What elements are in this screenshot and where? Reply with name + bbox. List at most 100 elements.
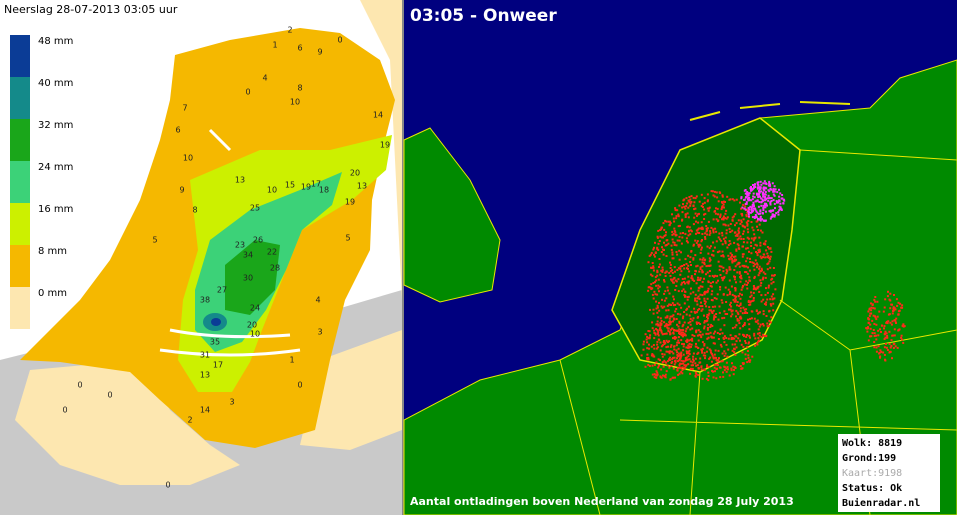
strike	[897, 301, 900, 304]
strike	[693, 335, 696, 337]
strike	[734, 297, 737, 300]
strike	[687, 264, 690, 267]
strike	[743, 225, 746, 228]
strike	[671, 253, 674, 256]
strike	[733, 337, 736, 340]
strike	[708, 306, 711, 309]
strike	[759, 250, 761, 253]
strike	[888, 342, 891, 345]
strike	[701, 280, 704, 283]
strike	[764, 272, 767, 275]
strike	[752, 288, 755, 291]
strike	[879, 349, 882, 352]
strike	[760, 300, 763, 303]
strike	[762, 204, 765, 207]
strike	[714, 370, 716, 373]
islands	[689, 101, 851, 121]
strike	[650, 251, 653, 254]
strike	[871, 304, 874, 307]
strike	[655, 361, 658, 364]
strike	[655, 370, 658, 373]
strike	[727, 368, 729, 371]
strike	[731, 198, 734, 201]
strike	[651, 321, 654, 324]
strike	[718, 357, 720, 360]
strike	[875, 350, 878, 353]
strike	[752, 285, 755, 287]
strike	[711, 336, 714, 339]
strike	[736, 234, 739, 237]
strike	[755, 251, 757, 253]
strike	[692, 355, 695, 358]
strike	[677, 336, 680, 339]
strike	[750, 188, 752, 191]
strike	[748, 192, 751, 195]
strike	[743, 323, 746, 326]
strike	[873, 335, 876, 337]
strike	[675, 318, 678, 320]
strike	[647, 289, 650, 292]
strike	[689, 367, 692, 370]
strike	[742, 333, 744, 336]
strike	[677, 225, 680, 228]
strike	[773, 214, 776, 217]
strike	[687, 275, 690, 278]
strike	[760, 257, 763, 260]
strike	[747, 213, 750, 216]
strike	[687, 344, 690, 347]
strike	[658, 309, 661, 312]
strike	[714, 227, 717, 230]
strike	[696, 214, 698, 217]
strike	[735, 346, 738, 349]
strike	[673, 220, 676, 223]
strike	[680, 251, 682, 254]
strike	[896, 304, 899, 307]
strike	[694, 197, 697, 200]
strike	[685, 313, 688, 316]
strike	[680, 339, 683, 342]
strike	[683, 302, 686, 305]
strike	[721, 360, 724, 363]
strike	[706, 193, 709, 196]
strike	[654, 333, 657, 336]
strike	[746, 236, 749, 239]
strike	[681, 366, 684, 369]
strike	[694, 357, 697, 360]
strike	[709, 232, 712, 235]
strike	[727, 288, 730, 291]
strike	[897, 329, 900, 332]
strike	[704, 258, 707, 261]
strike	[689, 204, 692, 207]
strike	[757, 249, 760, 252]
strike	[759, 219, 762, 222]
strike	[683, 294, 686, 297]
strike	[721, 250, 724, 253]
strike	[736, 271, 739, 274]
strike	[712, 241, 715, 244]
strike	[651, 327, 654, 330]
strike	[653, 329, 656, 332]
strike	[734, 367, 737, 369]
strike	[673, 276, 676, 279]
strike	[659, 375, 662, 378]
strike	[754, 243, 757, 246]
strike	[766, 291, 769, 294]
strike	[668, 224, 671, 227]
legend-label: 16 mm	[38, 204, 73, 215]
strike	[730, 257, 733, 260]
strike	[713, 342, 716, 345]
strike	[762, 194, 765, 197]
strike	[731, 219, 734, 222]
strike	[713, 297, 716, 299]
strike	[661, 298, 663, 301]
strike	[730, 315, 733, 318]
strike	[735, 309, 738, 312]
strike	[685, 357, 687, 360]
strike	[694, 362, 697, 365]
strike	[662, 248, 665, 251]
strike	[755, 210, 758, 213]
strike	[727, 224, 730, 227]
strike	[656, 304, 659, 307]
strike	[874, 300, 877, 303]
strike	[752, 265, 755, 268]
